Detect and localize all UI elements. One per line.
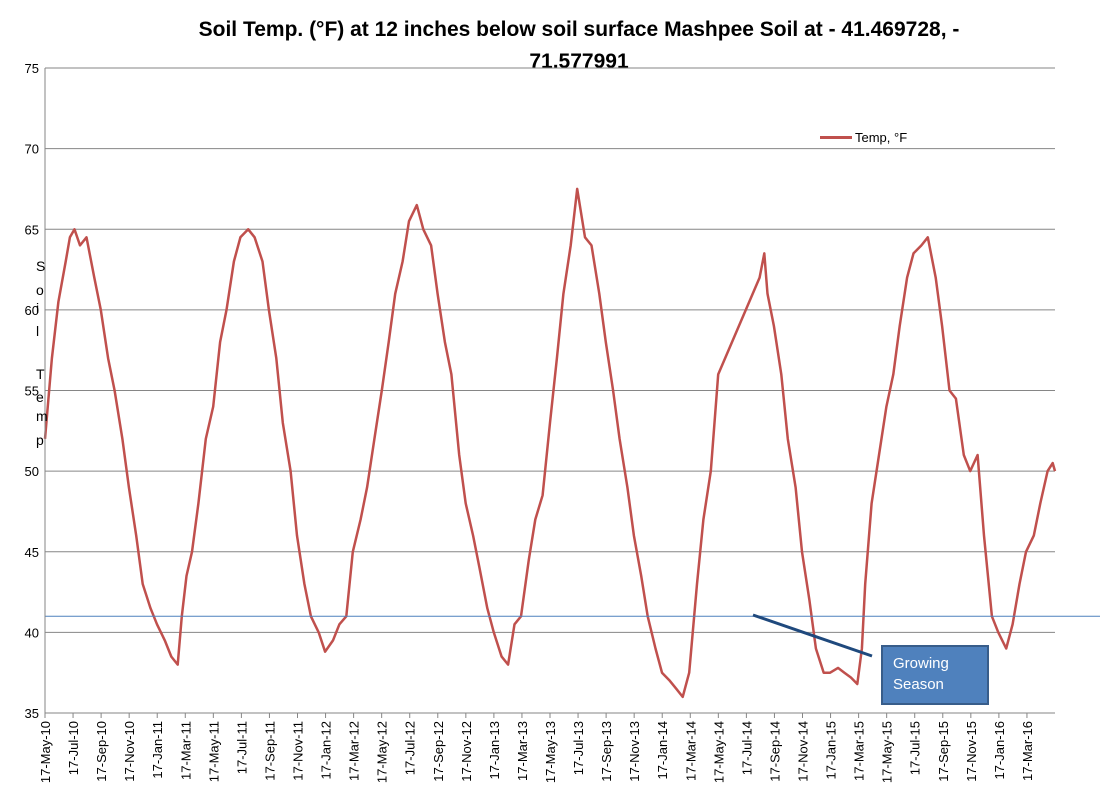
y-tick-label: 45: [25, 545, 39, 560]
series-line-0: [43, 187, 1057, 699]
x-tick-label: 17-Jan-13: [487, 721, 502, 780]
y-axis-label-char: l: [36, 323, 40, 339]
x-tick-label: 17-May-11: [206, 721, 221, 782]
callout-line-2: Season: [893, 676, 944, 693]
x-tick-label: 17-May-12: [375, 721, 390, 783]
x-tick-label: 17-Jul-13: [571, 721, 586, 775]
x-tick-label: 17-Jan-11: [150, 721, 165, 779]
y-tick-label: 50: [25, 464, 39, 479]
x-tick-label: 17-Nov-11: [291, 721, 306, 781]
x-tick-label: 17-Nov-15: [964, 721, 979, 782]
x-tick-label: 17-May-15: [880, 721, 895, 783]
x-tick-label: 17-Jan-14: [655, 721, 670, 780]
y-tick-label: 35: [25, 706, 39, 721]
x-tick-label: 17-Jul-14: [739, 721, 754, 775]
x-tick-label: 17-Nov-14: [796, 721, 811, 782]
x-tick-label: 17-Sep-15: [936, 721, 951, 782]
x-tick-label: 17-Sep-10: [94, 721, 109, 782]
y-tick-label: 65: [25, 222, 39, 237]
x-tick-label: 17-Sep-12: [431, 721, 446, 782]
x-tick-label: 17-Sep-11: [262, 721, 277, 781]
y-axis-label-char: o: [36, 282, 44, 298]
x-tick-label: 17-Mar-14: [683, 721, 698, 781]
legend-swatch: [820, 136, 852, 139]
y-axis-label-char: e: [36, 389, 44, 405]
x-tick-label: 17-Jul-15: [908, 721, 923, 775]
legend: Temp, °F: [820, 130, 907, 145]
callout-line-1: Growing: [893, 655, 949, 672]
x-tick-label: 17-Jul-10: [66, 721, 81, 775]
y-axis-label-char: i: [36, 300, 40, 316]
x-tick-label: 17-Jul-12: [403, 721, 418, 775]
x-tick-label: 17-Mar-12: [347, 721, 362, 781]
x-tick-label: 17-Jul-11: [234, 721, 249, 774]
x-tick-label: 17-Jan-16: [992, 721, 1007, 780]
x-tick-label: 17-May-10: [38, 721, 53, 783]
callout-pointer-line: [752, 613, 873, 658]
legend-label: Temp, °F: [855, 130, 908, 145]
x-tick-label: 17-May-14: [711, 721, 726, 783]
y-tick-label: 60: [25, 303, 39, 318]
x-tick-label: 17-Mar-16: [1020, 721, 1035, 781]
growing-season-callout: Growing Season: [881, 645, 989, 705]
chart-title-line-2: 71.577991: [529, 50, 629, 73]
x-tick-label: 17-Mar-13: [515, 721, 530, 781]
x-tick-label: 17-Mar-11: [178, 721, 193, 780]
y-axis-label-char: p: [36, 432, 44, 448]
x-tick-label: 17-May-13: [543, 721, 558, 783]
chart-title-line-1: Soil Temp. (°F) at 12 inches below soil …: [198, 18, 960, 41]
x-tick-label: 17-Sep-14: [767, 721, 782, 782]
y-axis-label-char: m: [36, 408, 48, 424]
x-tick-label: 17-Mar-15: [852, 721, 867, 781]
x-tick-label: 17-Nov-13: [627, 721, 642, 782]
x-tick-label: 17-Nov-10: [122, 721, 137, 782]
x-tick-label: 17-Jan-12: [319, 721, 334, 780]
y-axis-label-char: S: [36, 258, 46, 274]
y-tick-label: 70: [25, 142, 39, 157]
y-tick-label: 40: [25, 625, 39, 640]
x-tick-label: 17-Nov-12: [459, 721, 474, 782]
y-tick-label: 75: [25, 61, 39, 76]
x-tick-label: 17-Sep-13: [599, 721, 614, 782]
y-axis-label-char: T: [36, 366, 45, 382]
x-tick-label: 17-Jan-15: [824, 721, 839, 780]
y-tick-label: 55: [25, 384, 39, 399]
